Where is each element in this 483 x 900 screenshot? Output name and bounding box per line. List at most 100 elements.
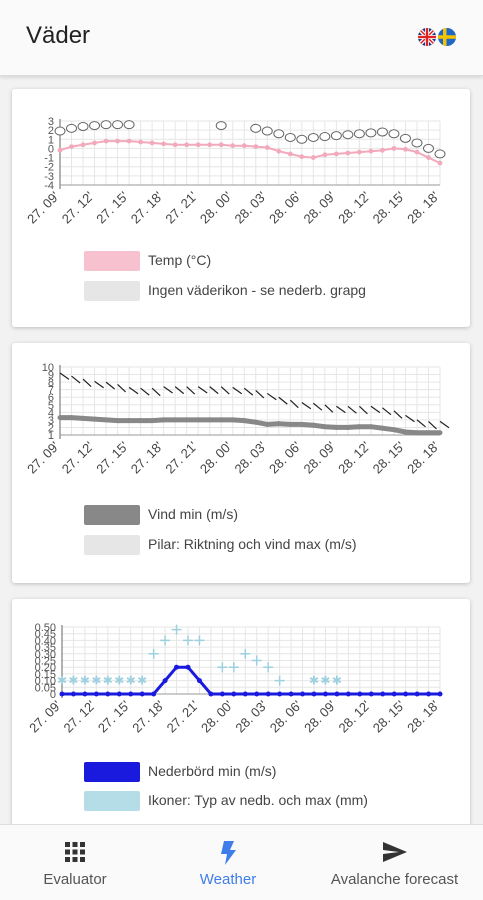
data-point: [103, 417, 109, 423]
grid: [59, 366, 441, 436]
tab-avalanche-forecast[interactable]: Avalanche forecast: [306, 825, 483, 900]
x-tick-label: 28. 03': [232, 698, 270, 736]
rain-icon: [274, 675, 285, 686]
data-point: [276, 148, 282, 154]
wind-arrow-icon: [82, 378, 92, 388]
legend-swatch[interactable]: [84, 762, 140, 782]
data-point: [151, 691, 157, 697]
x-tick-label: 28. 12': [335, 189, 373, 227]
snow-icon: ✱: [103, 674, 113, 688]
wind-arrow-icon: [105, 381, 115, 390]
legend-swatch[interactable]: [84, 535, 140, 555]
x-tick-label: 27. 21': [162, 439, 200, 477]
data-point: [253, 419, 259, 425]
data-point: [345, 424, 351, 430]
data-point: [368, 148, 374, 154]
app-bar: Väder: [0, 0, 483, 76]
wind-arrow-icon: [220, 386, 230, 395]
y-tick-label: 0: [48, 143, 54, 155]
swedish-flag-icon[interactable]: [438, 28, 456, 46]
weather-content[interactable]: 3 2 1 0 -1 -2 -3 -4 27. 09' 27. 12' 27. 15' 27. 18'…: [0, 77, 483, 824]
data-point: [310, 155, 316, 160]
data-point: [333, 424, 339, 430]
data-point: [437, 160, 443, 166]
wind-arrow-icon: [266, 392, 277, 401]
y-tick-label: 2: [48, 422, 54, 434]
wind-arrow-icon: [243, 387, 254, 396]
series-line: [60, 415, 440, 436]
snow-icon: ✱: [80, 674, 90, 688]
wind-arrow-icon: [312, 402, 323, 411]
legend-swatch[interactable]: [84, 791, 140, 811]
cloud-icon: [307, 132, 319, 142]
cloud-icon: [284, 132, 296, 142]
data-point: [310, 422, 316, 428]
bottom-navigation: Evaluator Weather Avalanche forecast: [0, 824, 483, 900]
data-point: [138, 418, 144, 424]
cloud-icon: [100, 120, 112, 130]
y-tick-label: 0.05: [35, 682, 56, 694]
data-point: [184, 417, 190, 423]
data-point: [391, 691, 397, 697]
x-tick-label: 28. 06': [267, 698, 305, 736]
wind-arrow-icon: [370, 405, 381, 414]
x-tick-label: 27. 09': [26, 698, 64, 736]
data-point: [230, 143, 236, 149]
data-point: [311, 691, 317, 697]
rain-icon: [194, 635, 205, 646]
wind-arrow-icon: [197, 386, 208, 394]
data-point: [195, 142, 201, 148]
wind-arrow-icon: [439, 420, 450, 429]
series-1: [57, 415, 443, 436]
data-point: [105, 691, 111, 697]
wind-arrow-icon: [301, 402, 312, 410]
wind-arrow-icon: [128, 386, 139, 395]
data-point: [241, 143, 247, 149]
wind-arrow-icon: [382, 407, 392, 416]
data-point: [126, 418, 132, 424]
tab-evaluator[interactable]: Evaluator: [0, 825, 150, 900]
legend-swatch[interactable]: [84, 251, 140, 271]
x-tick-label: 28. 06': [266, 439, 304, 477]
wind-arrow-icon: [140, 387, 150, 396]
data-point: [391, 146, 397, 151]
data-point: [69, 144, 74, 149]
y-tick-label: 0.25: [35, 656, 56, 668]
y-tick-label: 3: [48, 415, 54, 427]
wind-arrow-icon: [71, 375, 81, 384]
wind-arrow-icon: [94, 380, 104, 389]
data-point: [184, 142, 190, 148]
series-1: [59, 664, 443, 697]
data-point: [59, 691, 65, 697]
data-point: [426, 691, 432, 697]
cloud-icon: [411, 138, 423, 148]
data-point: [345, 691, 351, 697]
rain-icon: [263, 662, 274, 673]
data-point: [265, 691, 271, 697]
series-line: [59, 140, 441, 165]
x-tick-label: 27. 21': [164, 698, 202, 736]
data-point: [172, 417, 178, 423]
legend-swatch[interactable]: [84, 281, 140, 301]
cloud-icon: [330, 131, 342, 141]
data-point: [207, 417, 213, 423]
tab-weather[interactable]: Weather: [150, 825, 306, 900]
data-point: [299, 154, 305, 160]
data-point: [207, 142, 213, 148]
legend-swatch[interactable]: [84, 505, 140, 525]
data-point: [162, 678, 168, 684]
snow-icon: ✱: [57, 674, 67, 688]
tab-label: Weather: [199, 871, 257, 888]
data-point: [403, 691, 409, 697]
cloud-icon: [54, 126, 66, 136]
english-flag-icon[interactable]: [418, 28, 436, 46]
cloud-icon: [66, 123, 78, 133]
wind-arrow-icon: [255, 389, 265, 399]
x-tick-label: 27. 09': [24, 189, 62, 227]
x-tick-label: 27. 15': [93, 439, 131, 477]
y-tick-label: 0.10: [35, 676, 56, 688]
data-point: [277, 691, 283, 697]
wind-arrow-icon: [209, 386, 219, 395]
rain-icon: [217, 662, 228, 673]
x-tick-label: 28. 06': [266, 189, 304, 227]
